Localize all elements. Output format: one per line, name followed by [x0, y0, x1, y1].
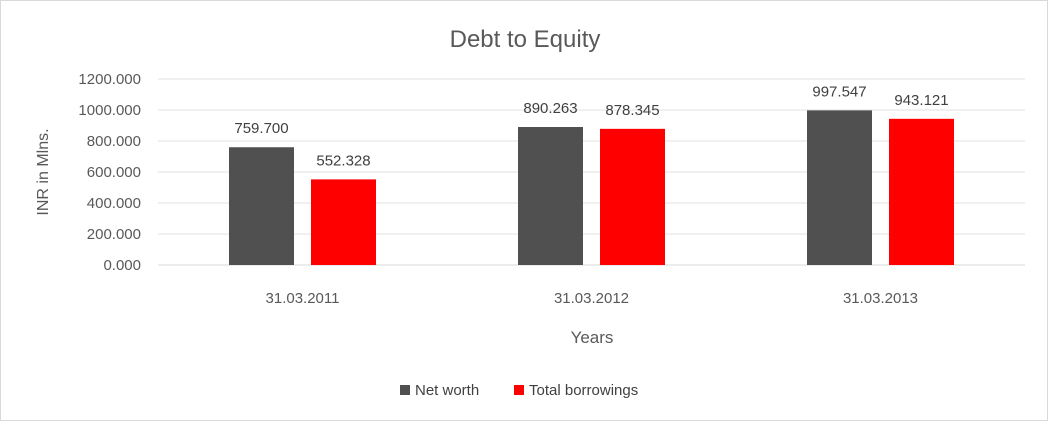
- bar-net-worth: [229, 147, 294, 265]
- data-label: 552.328: [316, 152, 370, 169]
- x-tick-label: 31.03.2012: [554, 290, 629, 307]
- y-tick-label: 1000.000: [78, 102, 141, 119]
- data-labels: 759.700 552.328 890.263 878.345 997.547 943.1…: [234, 83, 948, 169]
- x-tick-label: 31.03.2011: [266, 290, 340, 307]
- data-label: 943.121: [894, 92, 948, 109]
- bars: [229, 110, 954, 265]
- gridlines: [158, 78, 1025, 266]
- x-axis-tick-labels: 31.03.2011 31.03.2012 31.03.2013: [266, 290, 919, 307]
- data-label: 759.700: [234, 120, 288, 137]
- data-label: 878.345: [605, 102, 659, 119]
- x-axis-label: Years: [571, 328, 614, 347]
- chart-title: Debt to Equity: [450, 26, 601, 53]
- bar-total-borrowings: [889, 118, 954, 265]
- y-tick-label: 800.000: [87, 133, 141, 150]
- y-tick-label: 1200.000: [78, 71, 141, 88]
- y-tick-label: 400.000: [87, 195, 141, 212]
- y-axis-label: INR in Mlns.: [35, 128, 52, 215]
- y-tick-label: 0.000: [103, 257, 141, 274]
- bar-net-worth: [518, 127, 583, 265]
- legend-label: Total borrowings: [529, 382, 638, 399]
- bar-net-worth: [807, 110, 872, 265]
- data-label: 890.263: [523, 100, 577, 117]
- legend-label: Net worth: [415, 382, 479, 399]
- y-tick-label: 600.000: [87, 164, 141, 181]
- y-tick-label: 200.000: [87, 226, 141, 243]
- legend: Net worth Total borrowings: [400, 382, 638, 399]
- data-label: 997.547: [812, 83, 866, 100]
- legend-swatch: [514, 385, 524, 395]
- x-tick-label: 31.03.2013: [843, 290, 918, 307]
- legend-swatch: [400, 385, 410, 395]
- bar-total-borrowings: [600, 128, 665, 265]
- bar-total-borrowings: [311, 179, 376, 265]
- y-axis-tick-labels: 0.000 200.000 400.000 600.000 800.000 1000.00…: [78, 71, 141, 274]
